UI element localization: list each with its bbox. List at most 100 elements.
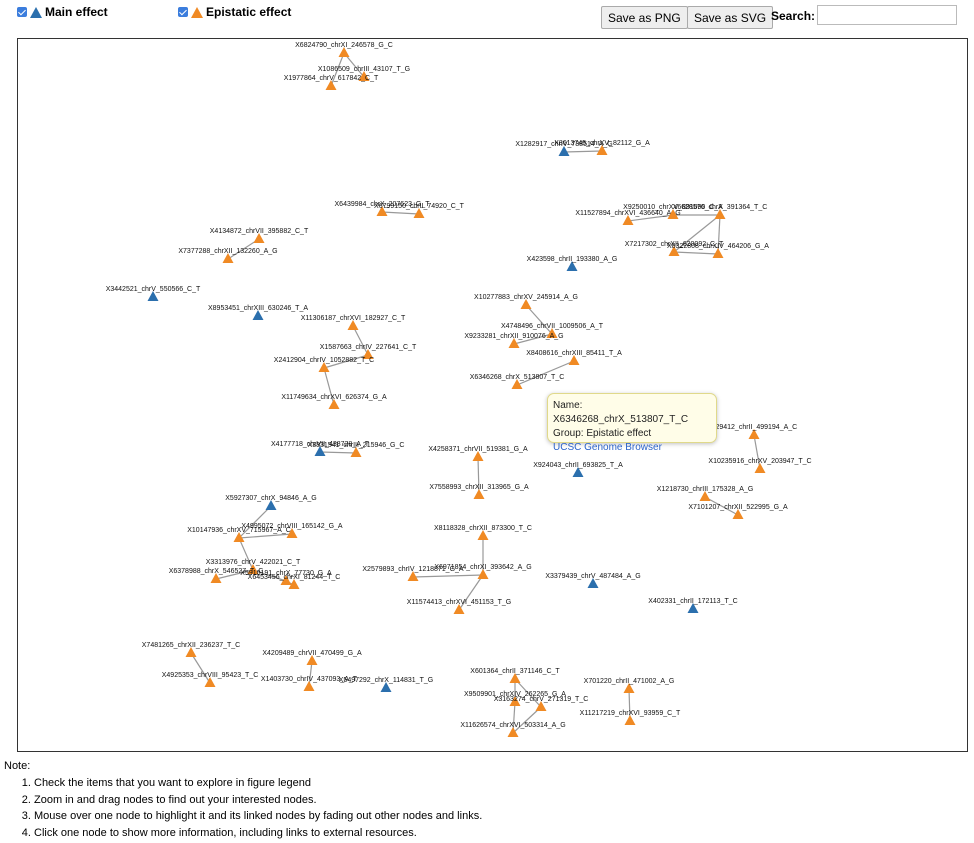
epistatic-effect-node-triangle[interactable] [477,569,489,579]
epistatic-effect-node-triangle[interactable] [622,215,634,225]
main-effect-checkbox[interactable] [17,7,27,17]
epistatic-effect-node-triangle[interactable] [546,328,558,338]
network-node[interactable]: X5910191_chrX_77730_G_A [240,570,332,585]
network-node[interactable]: X4925353_chrVIII_95423_T_C [162,672,259,687]
network-node[interactable]: X402331_chrII_172113_T_C [648,598,738,613]
epistatic-effect-node-triangle[interactable] [253,233,265,243]
epistatic-effect-node-triangle[interactable] [509,673,521,683]
network-node[interactable]: X3379439_chrV_487484_A_G [545,573,641,588]
main-effect-node-triangle[interactable] [572,467,584,477]
main-effect-node-triangle[interactable] [687,603,699,613]
epistatic-effect-node-triangle[interactable] [413,208,425,218]
epistatic-effect-node-triangle[interactable] [185,647,197,657]
network-node[interactable]: X3313976_chrV_422021_C_T [206,559,301,574]
epistatic-effect-node-triangle[interactable] [376,206,388,216]
epistatic-effect-node-triangle[interactable] [306,655,318,665]
main-effect-node-triangle[interactable] [566,261,578,271]
epistatic-effect-node-triangle[interactable] [748,429,760,439]
network-node[interactable]: X8322808_chrXIV_464206_G_A [667,243,769,258]
network-node[interactable]: X4748496_chrVII_1009506_A_T [501,323,604,338]
epistatic-effect-node-triangle[interactable] [509,696,521,706]
network-node[interactable]: X10277883_chrXV_245914_A_G [474,294,578,309]
epistatic-effect-node-triangle[interactable] [473,489,485,499]
network-node[interactable]: X7101207_chrXII_522995_G_A [688,504,788,519]
network-node[interactable]: X7481265_chrXII_236237_T_C [142,642,240,657]
network-node[interactable]: X601364_chrII_371146_C_T [470,668,560,683]
main-effect-node-triangle[interactable] [147,291,159,301]
epistatic-effect-node-triangle[interactable] [358,71,370,81]
network-node[interactable]: X6439984_chrX_207623_G_T [335,201,431,216]
network-node[interactable]: X11306187_chrXVI_182927_C_T [301,315,406,330]
network-node[interactable]: X6628576_chrX_391364_T_C [673,204,768,219]
epistatic-effect-node-triangle[interactable] [280,575,292,585]
legend-epistatic-effect[interactable]: Epistatic effect [178,5,291,19]
network-node[interactable]: X4134872_chrVII_395882_C_T [210,228,309,243]
epistatic-effect-node-triangle[interactable] [288,579,300,589]
epistatic-effect-node-triangle[interactable] [714,209,726,219]
network-node[interactable]: X9509901_chrXIV_262265_G_A [464,691,566,706]
network-node[interactable]: X29412_chrII_499194_A_C [711,424,797,439]
network-node[interactable]: X7217302_chrXII_620092_C_T [625,241,724,256]
network-node[interactable]: X5927307_chrX_94846_A_G [225,495,317,510]
network-svg[interactable]: X6824790_chrXI_246578_G_C X1086509_chrIII… [18,39,969,753]
epistatic-effect-node-triangle[interactable] [732,509,744,519]
network-node[interactable]: X423598_chrII_193380_A_G [527,256,618,271]
main-effect-node-triangle[interactable] [314,446,326,456]
epistatic-effect-node-triangle[interactable] [596,145,608,155]
network-node[interactable]: X8953451_chrXIII_630246_T_A [208,305,308,320]
network-node[interactable]: X701220_chrII_471002_A_G [584,678,675,693]
epistatic-effect-node-triangle[interactable] [472,451,484,461]
epistatic-effect-node-triangle[interactable] [754,463,766,473]
epistatic-effect-node-triangle[interactable] [303,681,315,691]
epistatic-effect-node-triangle[interactable] [347,320,359,330]
network-node[interactable]: X8118328_chrXII_873300_T_C [434,525,532,540]
network-node[interactable]: X6824790_chrXI_246578_G_C [295,42,393,57]
network-node[interactable]: X1218730_chrIII_175328_A_G [657,486,754,501]
epistatic-effect-node-triangle[interactable] [453,604,465,614]
network-node[interactable]: X6378988_chrX_546527_T_C [169,568,264,583]
network-node[interactable]: X2412904_chrIV_1052882_T_C [274,357,374,372]
main-effect-node-triangle[interactable] [252,310,264,320]
search-input[interactable] [817,5,957,25]
main-effect-node-triangle[interactable] [587,578,599,588]
epistatic-effect-node-triangle[interactable] [699,491,711,501]
network-node[interactable]: X8408616_chrXIII_85411_T_A [526,350,622,365]
network-node[interactable]: X11574413_chrXVI_451153_T_G [407,599,511,614]
epistatic-effect-node-triangle[interactable] [477,530,489,540]
epistatic-effect-node-triangle[interactable] [511,379,523,389]
network-node[interactable]: X6971854_chrXI_393642_A_G [434,564,532,579]
epistatic-effect-node-triangle[interactable] [338,47,350,57]
epistatic-effect-node-triangle[interactable] [667,209,679,219]
network-node[interactable]: X5497292_chrX_114831_T_G [339,677,433,692]
epistatic-effect-node-triangle[interactable] [568,355,580,365]
network-node[interactable]: X9250010_chrXV_891090_C_A [623,204,723,219]
network-node[interactable]: X9233281_chrXII_910076_A_G [464,333,564,348]
epistatic-effect-checkbox[interactable] [178,7,188,17]
legend-main-effect[interactable]: Main effect [17,5,108,19]
epistatic-effect-node-triangle[interactable] [624,715,636,725]
network-node[interactable]: X11527894_chrXVI_436640_A_G [575,210,681,225]
network-graph[interactable]: X6824790_chrXI_246578_G_C X1086509_chrIII… [17,38,968,752]
network-node[interactable]: X10235916_chrXV_203947_T_C [708,458,812,473]
network-node[interactable]: X4177718_chrVII_438728_A_T [271,441,370,456]
main-effect-node-triangle[interactable] [380,682,392,692]
epistatic-effect-node-triangle[interactable] [328,399,340,409]
epistatic-effect-node-triangle[interactable] [535,701,547,711]
network-node[interactable]: X1587663_chrIV_227641_C_T [320,344,417,359]
epistatic-effect-node-triangle[interactable] [623,683,635,693]
network-node[interactable]: X7377288_chrXII_132260_A_G [178,248,278,263]
network-node[interactable]: X3831541_chrIII_215946_G_C [308,442,405,457]
epistatic-effect-node-triangle[interactable] [507,727,519,737]
network-node[interactable]: X6346268_chrX_513807_T_C [470,374,565,389]
epistatic-effect-node-triangle[interactable] [712,248,724,258]
network-node[interactable]: X11626574_chrXVI_503314_A_G [460,722,566,737]
network-node[interactable]: X4258371_chrVII_519381_G_A [428,446,528,461]
epistatic-effect-node-triangle[interactable] [233,532,245,542]
network-node[interactable]: X3163274_chrV_271319_T_C [494,696,589,711]
epistatic-effect-node-triangle[interactable] [222,253,234,263]
network-node[interactable]: X7558993_chrXII_313965_G_A [429,484,529,499]
network-node[interactable]: X4995072_chrVIII_165142_G_A [241,523,343,538]
network-node[interactable]: X11217219_chrXVI_93959_C_T [580,710,681,725]
ucsc-genome-browser-link[interactable]: UCSC Genome Browser [553,442,662,453]
epistatic-effect-node-triangle[interactable] [668,246,680,256]
